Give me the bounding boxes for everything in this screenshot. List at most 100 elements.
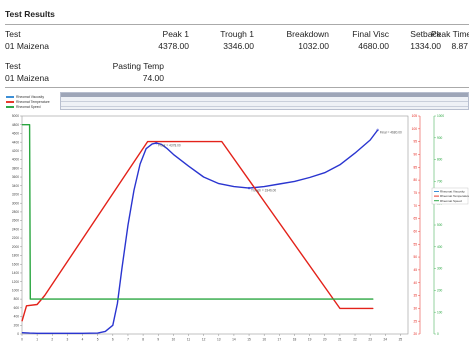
legend-top-label: Rheomat Speed: [16, 105, 41, 109]
y-left-tick-label: 200: [14, 323, 20, 327]
x-tick-label: 9: [157, 338, 159, 342]
x-tick-label: 2: [51, 338, 53, 342]
col-header-breakdown: Breakdown: [286, 29, 329, 39]
col-header-peak-time: Peak Time: [431, 29, 469, 39]
cell-breakdown: 1032.00: [298, 41, 329, 51]
y-left-tick-label: 4000: [12, 158, 19, 162]
y-right-temp-tick-label: 95: [413, 140, 417, 144]
col-header-pasting-temp: Pasting Temp: [112, 61, 164, 71]
legend-top-item: Rheomat Viscosity: [6, 95, 50, 100]
y-right-temp-tick-label: 55: [413, 242, 417, 246]
y-right-temp-tick-label: 60: [413, 230, 417, 234]
y-left-tick-label: 1000: [12, 289, 19, 293]
annotation-label: Trough = 3346.00: [251, 189, 276, 193]
y-left-tick-label: 4400: [12, 140, 19, 144]
x-tick-label: 16: [262, 338, 266, 342]
y-right-temp-tick-label: 105: [412, 114, 418, 118]
x-tick-label: 7: [127, 338, 129, 342]
viscosity-line-point: [155, 142, 157, 144]
viscosity-line-point: [173, 154, 174, 155]
x-tick-label: 1: [36, 338, 38, 342]
y-right-temp-tick-label: 80: [413, 178, 417, 182]
viscosity-line-point: [248, 187, 250, 189]
x-tick-label: 21: [338, 338, 342, 342]
viscosity-line-point: [112, 324, 114, 326]
x-tick-label: 10: [172, 338, 176, 342]
viscosity-line-point: [354, 152, 356, 154]
temperature-line-point: [147, 141, 148, 142]
viscosity-line-point: [121, 268, 123, 269]
temperature-line-point: [44, 295, 46, 296]
x-tick-label: 12: [202, 338, 206, 342]
x-tick-label: 5: [97, 338, 99, 342]
raw-data-grid[interactable]: [60, 92, 469, 110]
y-right-temp-tick-label: 75: [413, 191, 417, 195]
x-tick-label: 22: [353, 338, 357, 342]
legend-top-item: Rheomat Speed: [6, 105, 50, 110]
table-divider: [5, 87, 469, 88]
viscosity-line-point: [263, 186, 265, 187]
viscosity-line-point: [339, 164, 341, 166]
col-header-peak1: Peak 1: [162, 29, 189, 39]
legend-swatch: [6, 101, 14, 103]
y-left-tick-label: 2600: [12, 219, 19, 223]
viscosity-line-point: [218, 183, 220, 184]
x-tick-label: 15: [247, 338, 251, 342]
y-left-tick-label: 4600: [12, 132, 19, 136]
y-left-tick-label: 5000: [12, 114, 19, 118]
cell-trough1: 3346.00: [223, 41, 254, 51]
y-right-speed-tick-label: 200: [437, 289, 443, 293]
x-tick-label: 4: [82, 338, 84, 342]
viscosity-line-point: [51, 332, 53, 334]
y-right-temp-tick-label: 45: [413, 268, 417, 272]
viscosity-line-point: [117, 303, 118, 304]
x-tick-label: 6: [112, 338, 114, 342]
cell-pasting-temp: 74.00: [142, 73, 164, 83]
viscosity-line-point: [139, 163, 141, 165]
annotation-marker: [247, 186, 251, 190]
viscosity-line-point: [36, 332, 38, 334]
temperature-line: [21, 140, 374, 322]
y-right-speed-tick-label: 500: [437, 223, 443, 227]
y-right-speed-tick-label: 900: [437, 136, 443, 140]
rva-pasting-chart: 0 1 2 3 4 5 6 7 8 9 10 11 12 13 14 15 16 17 18 19 20 21 22 23 24…: [12, 114, 469, 342]
cell-test-name-2: 01 Maizena: [5, 73, 49, 83]
y-right-temp-tick-label: 85: [413, 165, 417, 169]
viscosity-line-point: [67, 332, 68, 334]
y-right-temp-tick-label: 70: [413, 204, 417, 208]
y-right-speed-tick-label: 100: [437, 310, 443, 314]
viscosity-line-point: [151, 143, 153, 145]
y-left-tick-label: 3400: [12, 184, 19, 188]
y-left-tick-label: 2000: [12, 245, 19, 249]
speed-line-point: [29, 298, 31, 300]
viscosity-line-point: [233, 186, 235, 187]
speed-line-point: [29, 124, 30, 126]
grid-row-line: [61, 101, 468, 102]
legend-swatch: [6, 96, 14, 98]
x-tick-label: 11: [187, 338, 191, 342]
y-left-tick-label: 0: [17, 332, 19, 336]
annotation-label: Peak = 4378.00: [158, 144, 181, 148]
col-header-setback: Setback: [410, 29, 441, 39]
x-tick-label: 13: [217, 338, 221, 342]
y-left-tick-label: 3000: [12, 201, 19, 205]
viscosity-line-point: [97, 332, 99, 334]
speed-line-point: [21, 124, 23, 126]
y-left-tick-label: 2400: [12, 227, 19, 231]
x-tick-label: 17: [278, 338, 282, 342]
temperature-line-point: [21, 320, 23, 322]
legend-swatch: [6, 106, 14, 108]
speed-line: [22, 123, 374, 300]
viscosity-line-point: [145, 148, 147, 150]
x-tick-label: 18: [293, 338, 297, 342]
viscosity-line-point: [188, 165, 189, 167]
y-right-temp-tick-label: 25: [413, 319, 417, 323]
cell-peak1: 4378.00: [158, 41, 189, 51]
viscosity-line: [21, 129, 379, 335]
viscosity-line-point: [309, 177, 310, 178]
y-right-speed-tick-label: 700: [437, 180, 443, 184]
legend-top-label: Rheomat Viscosity: [16, 95, 45, 99]
y-left-tick-label: 1600: [12, 262, 19, 266]
viscosity-line-point: [160, 143, 162, 145]
y-right-speed-tick-label: 400: [437, 245, 443, 249]
